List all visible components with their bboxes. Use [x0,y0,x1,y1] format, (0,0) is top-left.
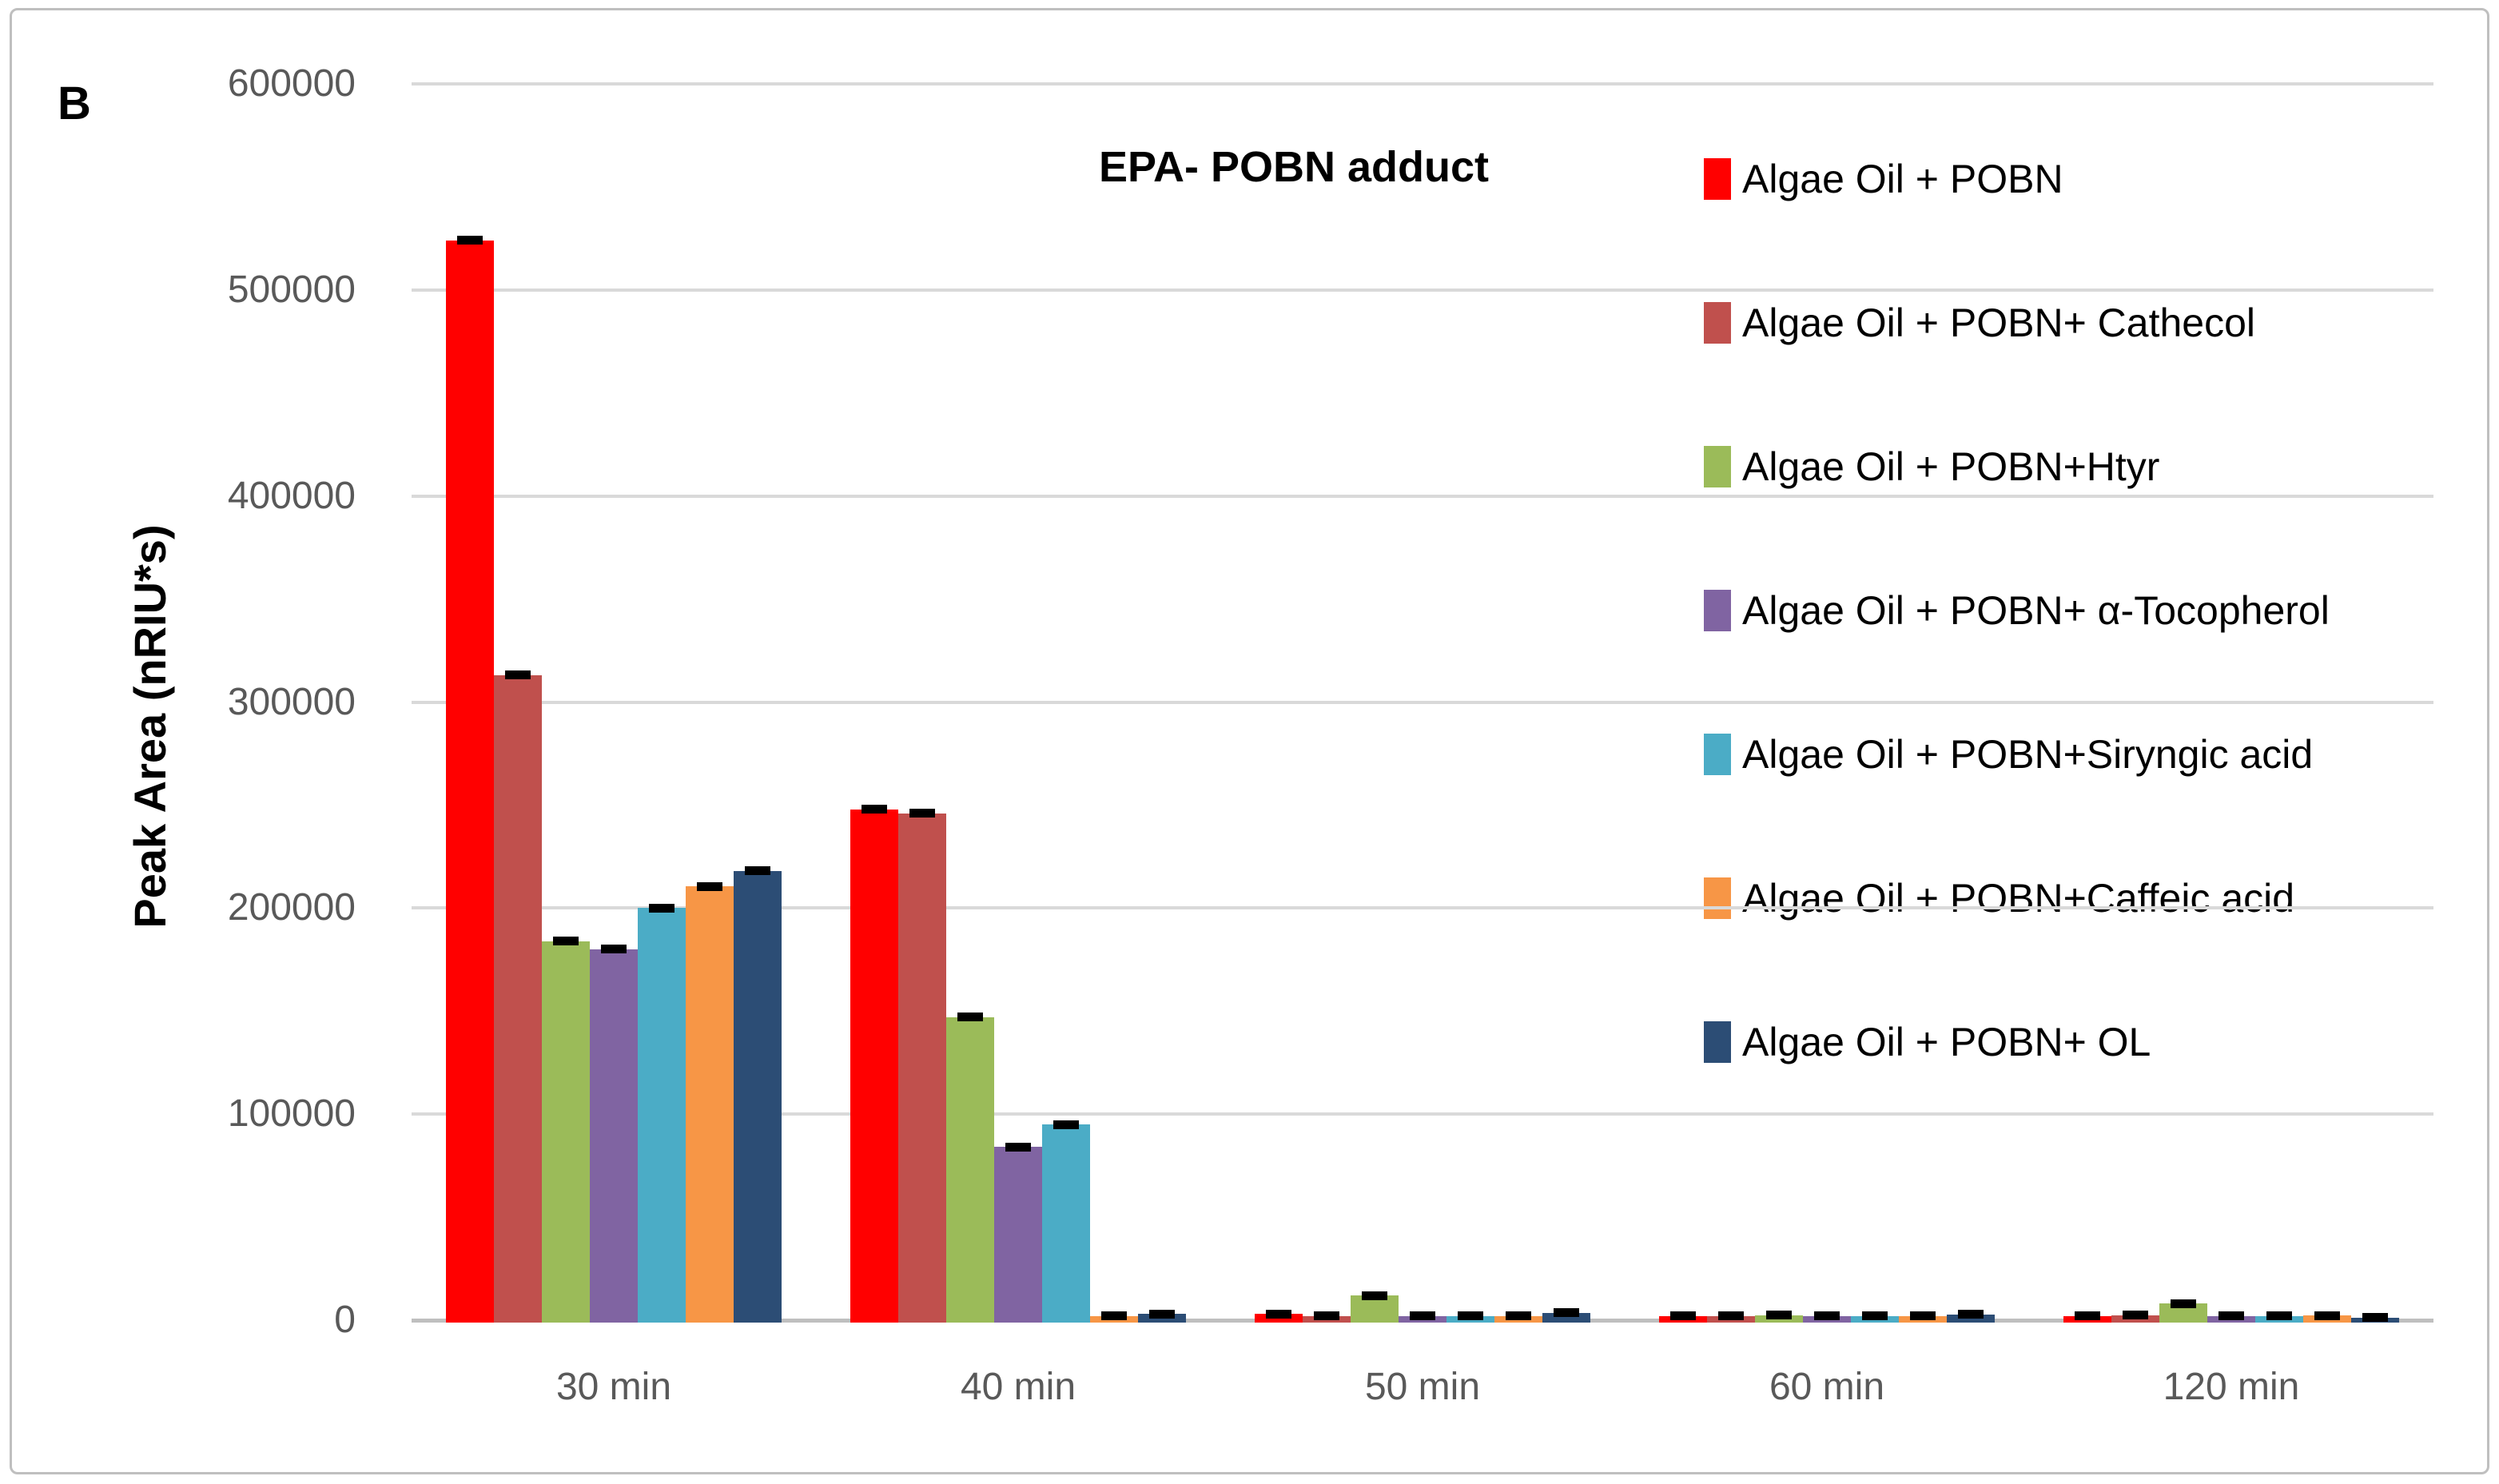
error-bar-cap [2218,1311,2244,1321]
gridline [412,700,2433,704]
error-bar-cap [2171,1299,2196,1308]
error-bar-cap [1862,1311,1888,1321]
error-bar-cap [505,670,531,680]
x-category-label: 50 min [1364,1366,1481,1408]
y-axis-title: Peak Area (nRIU*s) [125,524,175,929]
error-bar-cap [649,903,674,913]
y-tick-label: 300000 [227,680,356,723]
error-bar-cap [909,809,935,818]
legend-item: Algae Oil + POBN+ α-Tocopherol [1704,585,2463,636]
panel-label: B [58,78,91,129]
legend-item: Algae Oil + POBN [1704,153,2463,205]
y-tick-label: 100000 [227,1092,356,1136]
gridline [412,906,2433,910]
bar-30min-s5 [638,908,686,1323]
error-bar-cap [1910,1311,1936,1321]
bar-40min-s3 [946,1017,994,1323]
x-category-label: 60 min [1769,1366,1885,1408]
error-bar-cap [1362,1291,1387,1300]
legend-swatch [1704,590,1731,631]
legend-item: Algae Oil + POBN+ Cathecol [1704,297,2463,348]
legend-label: Algae Oil + POBN+ Cathecol [1742,300,2255,345]
y-tick-label: 200000 [227,886,356,929]
legend-swatch [1704,877,1731,919]
error-bar-cap [1958,1310,1984,1319]
error-bar-cap [2266,1311,2292,1321]
x-category-label: 30 min [555,1366,672,1408]
y-tick-label: 600000 [227,62,356,105]
legend-label: Algae Oil + POBN+Siryngic acid [1742,732,2314,777]
y-tick-label: 0 [334,1299,356,1341]
bar-40min-s2 [898,813,946,1323]
legend-item: Algae Oil + POBN+Htyr [1704,441,2463,492]
error-bar-cap [457,236,483,245]
chart-title: EPA- POBN adduct [1098,143,1490,191]
bar-30min-s3 [542,941,590,1323]
bar-30min-s4 [590,949,638,1323]
legend-label: Algae Oil + POBN+Caffeic acid [1742,876,2295,921]
bar-30min-s6 [686,886,734,1323]
error-bar-cap [957,1013,983,1022]
error-bar-cap [1554,1308,1579,1318]
error-bar-cap [2123,1311,2148,1320]
gridline [412,1112,2433,1116]
error-bar-cap [2314,1311,2340,1320]
bar-30min-s2 [494,674,542,1323]
error-bar-cap [601,945,627,954]
gridline [412,82,2433,86]
legend-item: Algae Oil + POBN+Siryngic acid [1704,729,2463,780]
x-category-label: 40 min [960,1366,1076,1408]
legend-label: Algae Oil + POBN [1742,157,2063,201]
bar-40min-s5 [1042,1124,1090,1323]
error-bar-cap [1410,1311,1435,1321]
error-bar-cap [1101,1311,1127,1321]
legend-swatch [1704,302,1731,344]
error-bar-cap [2075,1311,2100,1321]
x-category-label: 120 min [2163,1366,2300,1408]
panel-border [10,8,2489,1474]
error-bar-cap [1266,1309,1291,1319]
error-bar-cap [1053,1120,1079,1129]
error-bar-cap [745,866,770,876]
error-bar-cap [1506,1311,1531,1321]
y-tick-label: 500000 [227,268,356,311]
legend-swatch [1704,158,1731,200]
error-bar-cap [1814,1311,1840,1321]
error-bar-cap [1458,1311,1483,1321]
error-bar-cap [553,937,579,946]
gridline [412,494,2433,498]
legend-label: Algae Oil + POBN+ OL [1742,1020,2151,1064]
legend-label: Algae Oil + POBN+Htyr [1742,444,2160,489]
bar-120min-s3 [2159,1303,2207,1323]
bar-50min-s3 [1351,1295,1399,1323]
legend-label: Algae Oil + POBN+ α-Tocopherol [1742,588,2330,633]
bar-40min-s1 [850,809,898,1323]
error-bar-cap [1718,1311,1744,1321]
error-bar-cap [2362,1313,2388,1323]
bar-30min-s7 [734,870,782,1323]
bar-30min-s1 [446,240,494,1323]
y-tick-label: 400000 [227,474,356,517]
bar-40min-s4 [994,1147,1042,1323]
error-bar-cap [1766,1311,1792,1320]
legend-swatch [1704,446,1731,487]
legend-swatch [1704,1021,1731,1063]
error-bar-cap [1314,1311,1339,1321]
legend-item: Algae Oil + POBN+ OL [1704,1017,2463,1068]
error-bar-cap [1670,1311,1696,1321]
legend-item: Algae Oil + POBN+Caffeic acid [1704,873,2463,924]
error-bar-cap [862,805,887,814]
error-bar-cap [1149,1309,1175,1319]
legend-swatch [1704,734,1731,775]
gridline [412,288,2433,292]
error-bar-cap [1005,1142,1031,1152]
error-bar-cap [697,881,722,891]
